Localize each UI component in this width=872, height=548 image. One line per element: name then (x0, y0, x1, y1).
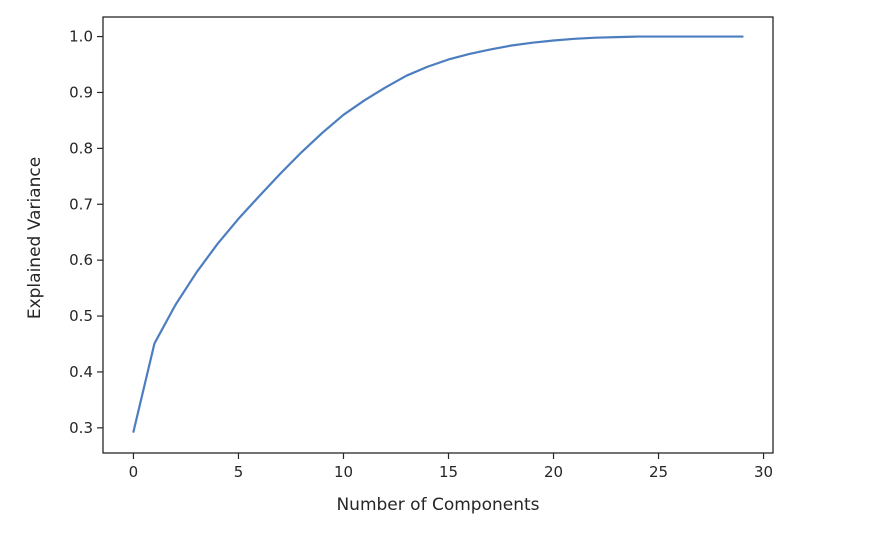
plot-frame (103, 17, 773, 453)
y-tick-label: 0.8 (69, 139, 93, 157)
x-tick-label: 0 (129, 463, 139, 481)
y-tick-label: 0.7 (69, 195, 93, 213)
y-axis-ticks: 0.3 0.4 0.5 0.6 0.7 0.8 0.9 1.0 (69, 28, 103, 437)
y-tick-label: 0.9 (69, 83, 93, 101)
x-tick-label: 10 (334, 463, 353, 481)
plot-layer (133, 36, 742, 431)
series-line-0 (133, 37, 742, 432)
y-tick-label: 0.3 (69, 419, 93, 437)
y-tick-label: 0.4 (69, 363, 93, 381)
x-axis-ticks: 0 5 10 15 20 25 30 (129, 453, 773, 481)
x-tick-label: 5 (234, 463, 244, 481)
x-tick-label: 15 (439, 463, 458, 481)
y-tick-label: 0.5 (69, 307, 93, 325)
x-tick-label: 30 (754, 463, 773, 481)
y-tick-label: 0.6 (69, 251, 93, 269)
y-tick-label: 1.0 (69, 28, 93, 46)
y-axis-label: Explained Variance (25, 157, 45, 319)
x-tick-label: 25 (649, 463, 668, 481)
x-axis-label: Number of Components (336, 495, 539, 515)
x-tick-label: 20 (544, 463, 563, 481)
